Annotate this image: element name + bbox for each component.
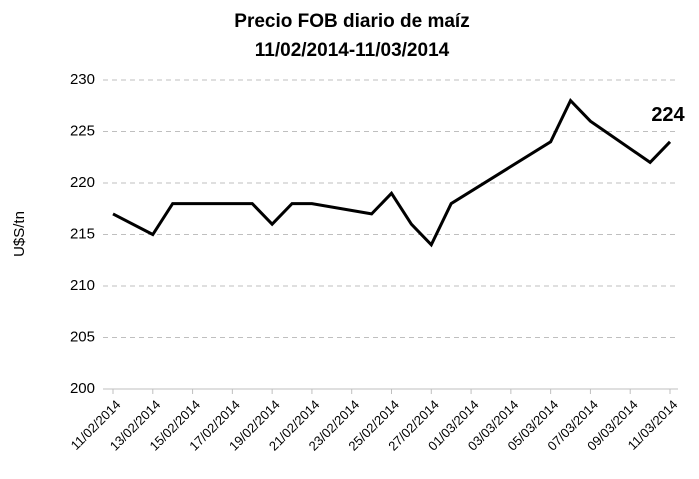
data-label: 224 — [651, 104, 685, 126]
y-tick-label: 215 — [70, 225, 95, 242]
y-tick-label: 225 — [70, 122, 95, 139]
y-tick-label: 210 — [70, 277, 95, 294]
y-tick-label: 230 — [70, 71, 95, 88]
chart-title: Precio FOB diario de maíz — [234, 11, 469, 32]
y-tick-label: 200 — [70, 380, 95, 397]
y-tick-label: 205 — [70, 328, 95, 345]
y-tick-label: 220 — [70, 174, 95, 191]
line-series — [112, 98, 672, 248]
y-axis-label: U$S/tn — [11, 211, 28, 257]
chart-subtitle: 11/02/2014-11/03/2014 — [255, 40, 450, 61]
